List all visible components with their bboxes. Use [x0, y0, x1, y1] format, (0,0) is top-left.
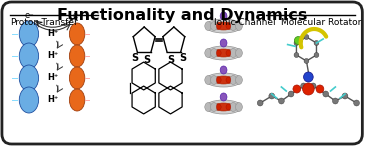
Ellipse shape: [216, 77, 221, 83]
Ellipse shape: [220, 93, 227, 101]
Ellipse shape: [310, 83, 316, 89]
Ellipse shape: [226, 77, 231, 83]
Ellipse shape: [213, 76, 234, 84]
Ellipse shape: [303, 83, 314, 95]
Ellipse shape: [205, 73, 242, 87]
Ellipse shape: [205, 48, 212, 58]
Ellipse shape: [70, 45, 85, 67]
Text: H⁺: H⁺: [47, 29, 59, 39]
Text: S: S: [167, 55, 175, 65]
Text: S: S: [180, 53, 187, 63]
Ellipse shape: [19, 43, 39, 69]
Ellipse shape: [226, 23, 231, 29]
Ellipse shape: [293, 85, 301, 93]
Text: H⁺: H⁺: [47, 73, 59, 82]
Ellipse shape: [205, 75, 212, 85]
Ellipse shape: [211, 75, 217, 85]
Ellipse shape: [301, 83, 307, 89]
Ellipse shape: [304, 34, 309, 40]
Ellipse shape: [230, 48, 237, 58]
Ellipse shape: [19, 65, 39, 91]
Ellipse shape: [216, 104, 221, 110]
Text: H⁺: H⁺: [47, 95, 59, 105]
Ellipse shape: [279, 98, 284, 104]
Ellipse shape: [230, 75, 237, 85]
Ellipse shape: [211, 21, 217, 31]
Ellipse shape: [205, 46, 242, 60]
Ellipse shape: [213, 22, 234, 30]
Ellipse shape: [19, 87, 39, 113]
Ellipse shape: [205, 19, 242, 33]
Ellipse shape: [294, 53, 299, 58]
Ellipse shape: [226, 104, 231, 110]
Ellipse shape: [354, 100, 359, 106]
Ellipse shape: [257, 100, 263, 106]
Ellipse shape: [213, 49, 234, 57]
Ellipse shape: [205, 102, 212, 112]
Ellipse shape: [314, 40, 319, 46]
Ellipse shape: [205, 100, 242, 114]
Text: Proton-Transfer: Proton-Transfer: [9, 18, 77, 27]
Ellipse shape: [316, 85, 324, 93]
Text: e⁻: e⁻: [72, 11, 82, 20]
Ellipse shape: [211, 48, 217, 58]
Text: Functionality and Dynamics: Functionality and Dynamics: [57, 8, 307, 23]
Ellipse shape: [216, 23, 221, 29]
Ellipse shape: [220, 12, 227, 20]
Ellipse shape: [19, 21, 39, 47]
Ellipse shape: [323, 91, 328, 97]
Ellipse shape: [230, 102, 237, 112]
Text: Ionic Channel: Ionic Channel: [214, 18, 276, 27]
Text: H⁺: H⁺: [47, 52, 59, 60]
Text: Molecular Rotator: Molecular Rotator: [281, 18, 362, 27]
Ellipse shape: [70, 23, 85, 45]
Ellipse shape: [235, 102, 242, 112]
Ellipse shape: [304, 59, 309, 64]
Ellipse shape: [205, 21, 212, 31]
Ellipse shape: [230, 21, 237, 31]
Ellipse shape: [294, 40, 299, 46]
Ellipse shape: [288, 91, 294, 97]
Ellipse shape: [216, 50, 221, 56]
Ellipse shape: [235, 48, 242, 58]
Ellipse shape: [314, 53, 319, 58]
Ellipse shape: [211, 102, 217, 112]
Ellipse shape: [235, 75, 242, 85]
Ellipse shape: [220, 39, 227, 47]
Text: e⁻: e⁻: [24, 11, 34, 20]
Ellipse shape: [70, 67, 85, 89]
Ellipse shape: [213, 103, 234, 111]
FancyBboxPatch shape: [2, 2, 363, 144]
Text: S: S: [131, 53, 138, 63]
Ellipse shape: [304, 72, 313, 82]
Ellipse shape: [342, 93, 348, 99]
Text: S: S: [143, 55, 150, 65]
Ellipse shape: [294, 36, 302, 45]
Ellipse shape: [333, 98, 338, 104]
Ellipse shape: [226, 50, 231, 56]
Ellipse shape: [269, 93, 275, 99]
Ellipse shape: [70, 89, 85, 111]
Ellipse shape: [235, 21, 242, 31]
Ellipse shape: [220, 66, 227, 74]
